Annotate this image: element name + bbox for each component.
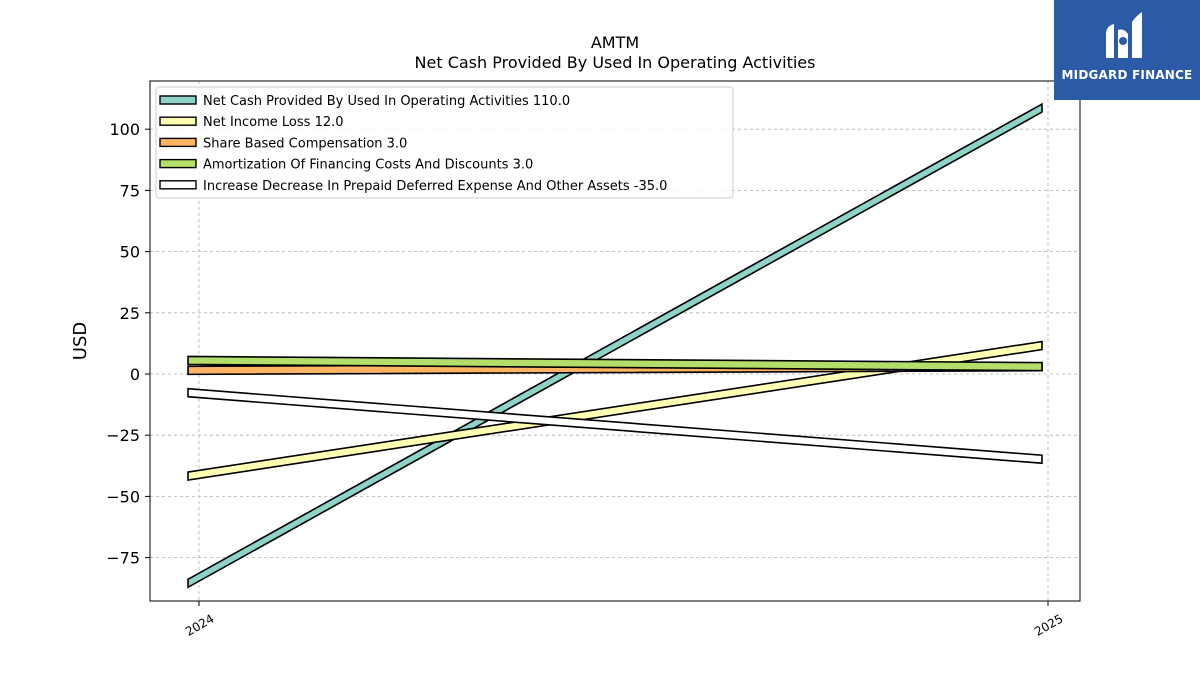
series-line-2 [187,340,1043,481]
legend-swatch [159,158,197,169]
x-tick-label: 2025 [1032,611,1065,638]
series-layer [187,102,1043,589]
y-tick-label: 100 [109,120,140,139]
legend-swatch [159,116,197,126]
legend-label: Share Based Compensation 3.0 [203,136,407,151]
legend-swatch [159,180,197,190]
series-line-5 [187,387,1043,465]
series-line-4 [187,355,1043,372]
y-tick-label: 25 [120,304,140,323]
y-tick-label: −25 [106,426,140,445]
y-tick-label: −75 [106,549,140,568]
legend-box [155,86,734,199]
y-axis-label: USD [70,322,91,360]
plot-frame [149,80,1081,602]
brand-logo: MIDGARD FINANCE [1054,0,1200,100]
y-tick-label: 75 [120,181,140,200]
y-tick-label: −50 [106,487,140,506]
chart-title: AMTM [591,33,639,52]
legend-swatch [159,95,197,105]
brand-mark-icon [1106,12,1142,58]
legend-label: Net Cash Provided By Used In Operating A… [203,94,570,109]
chart-subtitle: Net Cash Provided By Used In Operating A… [415,53,816,72]
legend-label: Net Income Loss 12.0 [203,115,344,130]
series-line-1 [187,102,1043,589]
x-tick-label: 2024 [183,611,216,638]
legend-label: Increase Decrease In Prepaid Deferred Ex… [203,179,667,194]
legend: Net Cash Provided By Used In Operating A… [155,86,734,199]
brand-name: MIDGARD FINANCE [1061,68,1193,82]
legend-label: Amortization Of Financing Costs And Disc… [203,158,533,173]
legend-swatch [159,137,197,148]
axes: −75 −50 −25 0 25 50 75 100 2024 2025 [106,120,1065,639]
y-tick-label: 50 [120,243,140,262]
y-tick-label: 0 [130,365,140,384]
